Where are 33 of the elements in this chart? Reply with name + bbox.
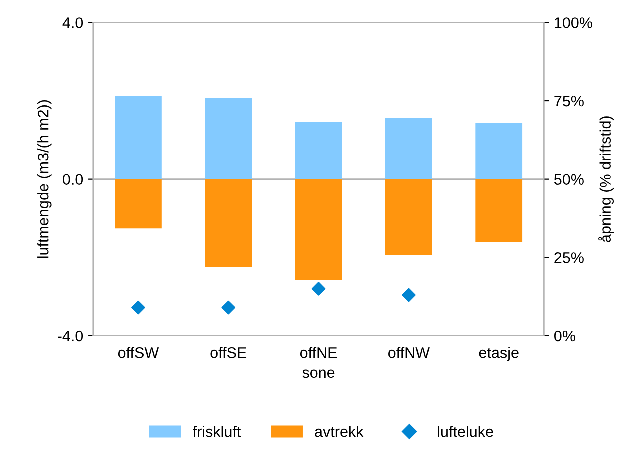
bar	[386, 179, 432, 256]
bar	[115, 96, 162, 180]
x-tick-label: offNW	[388, 347, 430, 358]
y2-tick-label: 50%	[554, 174, 584, 186]
bar	[386, 118, 432, 180]
point	[222, 300, 236, 315]
y2-tick-label: 75%	[554, 96, 584, 107]
y-tick-label: 0.0	[63, 174, 84, 186]
bar	[476, 123, 523, 180]
x-axis-title: sone	[302, 370, 335, 378]
point	[402, 288, 416, 302]
point	[132, 300, 146, 315]
y-tick-label: -4.0	[58, 330, 84, 342]
bar	[476, 179, 523, 242]
y-tick-label: 4.0	[62, 18, 84, 28]
y-axis-title: luftmengde (m3/(h m2))	[38, 100, 52, 258]
legend-label: friskluft	[193, 426, 242, 438]
legend-label: avtrekk	[315, 426, 364, 438]
bar	[295, 179, 342, 280]
y2-tick-label: 25%	[554, 252, 584, 264]
bar	[205, 179, 252, 268]
x-tick-label: offSE	[210, 347, 247, 358]
y2-tick-label: 0%	[554, 330, 576, 342]
bar	[205, 98, 252, 180]
legend-label: lufteluke	[438, 426, 494, 438]
x-tick-label: etasje	[479, 347, 519, 362]
x-tick-label: offNE	[300, 347, 338, 358]
x-tick-label: offSW	[118, 347, 160, 358]
bar	[115, 179, 162, 229]
y2-axis-title: åpning (% driftstid)	[598, 116, 614, 242]
bar	[295, 122, 342, 180]
point	[312, 282, 326, 296]
y2-tick-label: 100%	[555, 18, 592, 28]
